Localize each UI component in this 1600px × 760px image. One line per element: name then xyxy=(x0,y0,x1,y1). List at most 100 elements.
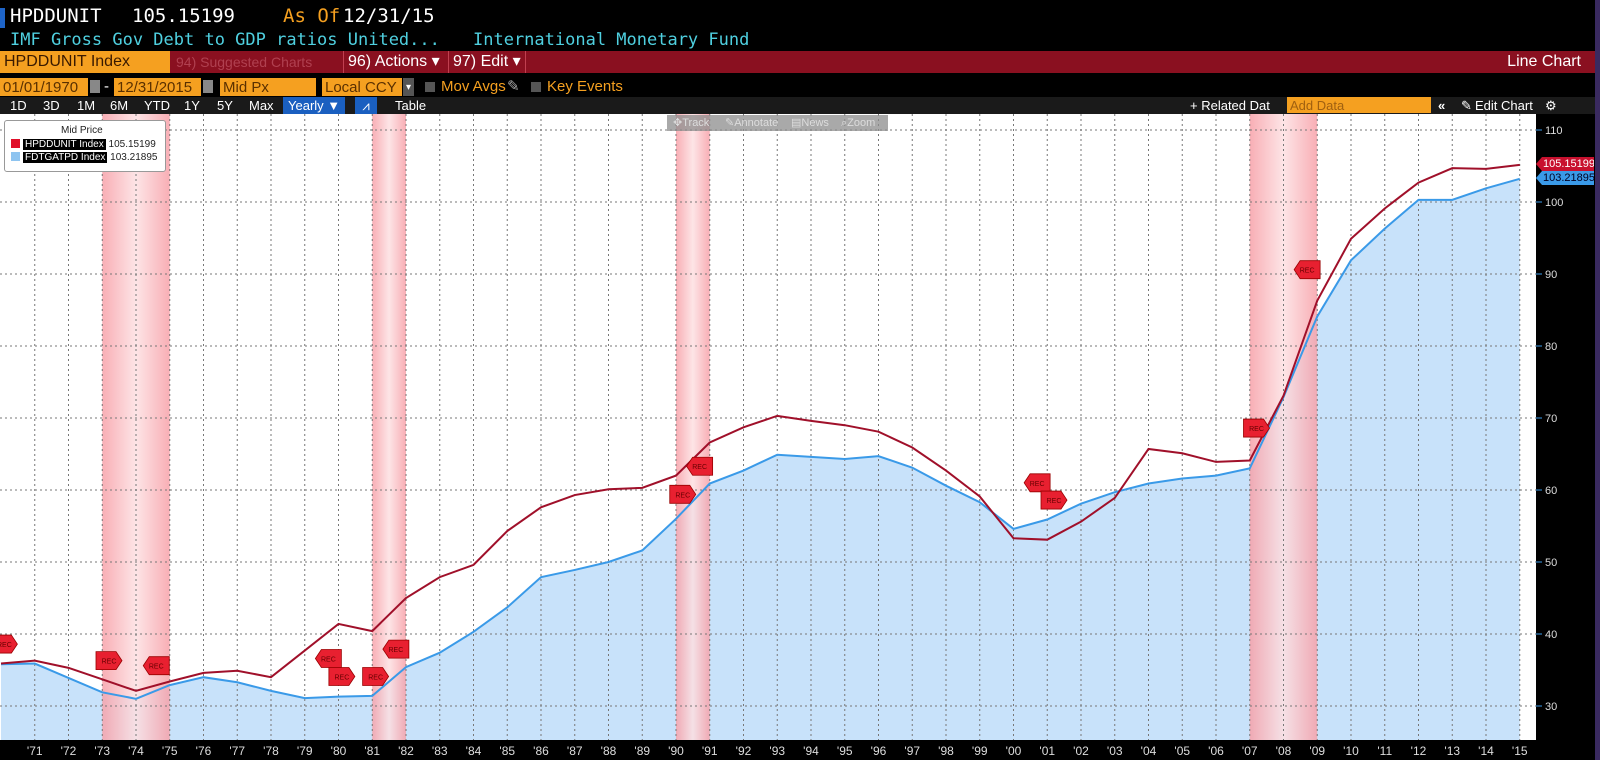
edit-chart-button[interactable]: Edit Chart xyxy=(1475,98,1533,113)
y-tick-label: 110 xyxy=(1545,125,1563,137)
x-tick-label: '06 xyxy=(1208,744,1224,758)
price-field-select[interactable]: Mid Px xyxy=(220,78,316,96)
legend-item[interactable]: HPDDUNIT Index 105.15199 xyxy=(11,138,156,151)
line-chart[interactable]: 30 40 50 60 70 80 90 100 110 '71 '72 '73 '74 '75 '76 '7… xyxy=(0,114,1595,760)
rec-marker-label: REC xyxy=(388,647,403,654)
y-tick-label: 60 xyxy=(1545,485,1557,497)
menu-bar: HPDDUNIT Index 94) Suggested Charts 96) … xyxy=(0,51,1595,73)
x-tick-label: '02 xyxy=(1073,744,1089,758)
x-tick-label: '75 xyxy=(162,744,178,758)
rec-marker-shape xyxy=(1023,473,1051,493)
x-tick-label: '77 xyxy=(229,744,245,758)
annotate-button[interactable]: ✎ Annotate xyxy=(725,117,779,129)
rec-event-marker[interactable]: REC xyxy=(1023,473,1051,493)
period-1y[interactable]: 1Y xyxy=(184,98,200,113)
x-tick-label: '08 xyxy=(1276,744,1292,758)
x-tick-label: '92 xyxy=(736,744,752,758)
currency-select[interactable]: Local CCY xyxy=(322,78,402,96)
x-tick-label: '99 xyxy=(972,744,988,758)
rec-marker-label: REC xyxy=(368,674,383,681)
x-tick-label: '74 xyxy=(128,744,144,758)
description: IMF Gross Gov Debt to GDP ratios United.… xyxy=(10,30,440,50)
legend-title: Mid Price xyxy=(61,125,103,136)
x-tick-label: '11 xyxy=(1377,744,1392,758)
related-data-button[interactable]: + Related Dat xyxy=(1190,98,1270,113)
rec-marker-shape xyxy=(1293,260,1321,280)
chevron-down-icon[interactable]: ▾ xyxy=(403,78,414,96)
window-border xyxy=(1595,0,1600,760)
rec-event-marker[interactable]: REC xyxy=(382,639,410,659)
rec-event-marker[interactable]: REC xyxy=(669,484,697,504)
x-tick-label: '79 xyxy=(297,744,313,758)
rec-event-marker[interactable]: REC xyxy=(328,667,356,686)
frequency-select[interactable]: Yearly ▼ xyxy=(283,97,346,114)
period-1m[interactable]: 1M xyxy=(77,98,96,113)
key-events-label[interactable]: Key Events xyxy=(547,78,623,95)
zoom-button[interactable]: ⌕ Zoom xyxy=(841,117,876,129)
calendar-icon[interactable] xyxy=(90,80,100,93)
rec-event-marker[interactable]: REC xyxy=(686,456,714,476)
rec-event-marker[interactable]: REC xyxy=(1293,260,1321,280)
period-3d[interactable]: 3D xyxy=(43,98,60,113)
mov-avgs-label[interactable]: Mov Avgs xyxy=(441,78,506,95)
actions-menu[interactable]: 96) Actions ▾ xyxy=(343,51,444,73)
rec-event-marker[interactable]: REC xyxy=(0,634,18,654)
x-tick-label: '98 xyxy=(938,744,954,758)
rec-event-marker[interactable]: REC xyxy=(95,651,123,671)
calendar-icon[interactable] xyxy=(203,80,213,93)
y-tick-label: 30 xyxy=(1545,701,1557,713)
add-data-input[interactable]: Add Data xyxy=(1287,97,1431,113)
chart-type-label: Line Chart xyxy=(1507,53,1581,70)
legend-item[interactable]: FDTGATPD Index 103.21895 xyxy=(11,151,157,164)
x-tick-label: '97 xyxy=(904,744,920,758)
rec-marker-shape xyxy=(686,456,714,476)
x-tick-label: '12 xyxy=(1411,744,1427,758)
x-tick-label: '80 xyxy=(331,744,347,758)
rec-marker-shape xyxy=(362,667,390,686)
rec-event-marker[interactable]: REC xyxy=(1040,490,1068,510)
x-tick-label: '10 xyxy=(1343,744,1359,758)
start-date-input[interactable]: 01/01/1970 xyxy=(0,78,88,96)
focus-indicator xyxy=(0,8,5,28)
end-date-input[interactable]: 12/31/2015 xyxy=(114,78,201,96)
x-tick-label: '71 xyxy=(27,744,43,758)
rec-marker-label: REC xyxy=(1030,481,1045,488)
rec-event-marker[interactable]: REC xyxy=(1243,418,1270,438)
rec-marker-label: REC xyxy=(321,656,336,663)
suggested-charts-button[interactable]: 94) Suggested Charts xyxy=(176,54,313,70)
edit-menu[interactable]: 97) Edit ▾ xyxy=(448,51,526,73)
period-5y[interactable]: 5Y xyxy=(217,98,233,113)
pencil-icon[interactable]: ✎ xyxy=(507,78,520,95)
period-6m[interactable]: 6M xyxy=(110,98,129,113)
x-tick-label: '81 xyxy=(364,744,380,758)
news-button[interactable]: ▤ News xyxy=(791,117,829,129)
table-button[interactable]: Table xyxy=(395,98,427,113)
rec-marker-shape xyxy=(0,634,18,654)
chart-legend[interactable]: Mid Price HPDDUNIT Index 105.15199 FDTGA… xyxy=(4,120,166,172)
line-chart-icon[interactable]: ⩘ xyxy=(355,97,377,114)
track-button[interactable]: ✥ Track xyxy=(673,117,710,129)
security-field[interactable]: HPDDUNIT Index xyxy=(0,51,170,73)
recession-band xyxy=(676,114,710,740)
rec-event-marker[interactable]: REC xyxy=(314,649,342,668)
collapse-icon[interactable]: « xyxy=(1438,98,1446,113)
gear-icon[interactable]: ⚙ xyxy=(1545,98,1557,113)
period-ytd[interactable]: YTD xyxy=(144,98,170,113)
legend-name: FDTGATPD Index xyxy=(23,152,108,163)
ticker: HPDDUNIT xyxy=(10,5,102,27)
period-bar: 1D 3D 1M 6M YTD 1Y 5Y Max Yearly ▼ ⩘ Tab… xyxy=(0,97,1595,114)
title-bar: HPDDUNIT 105.15199 As Of 12/31/15 xyxy=(0,0,1595,30)
x-tick-label: '86 xyxy=(533,744,549,758)
rec-event-marker[interactable]: REC xyxy=(142,656,170,676)
rec-marker-label: REC xyxy=(149,664,164,671)
mov-avgs-checkbox[interactable] xyxy=(425,82,435,92)
rec-marker-shape xyxy=(328,667,356,686)
key-events-checkbox[interactable] xyxy=(531,82,541,92)
rec-event-marker[interactable]: REC xyxy=(362,667,390,686)
x-tick-label: '03 xyxy=(1107,744,1123,758)
period-max[interactable]: Max xyxy=(249,98,274,113)
x-tick-label: '04 xyxy=(1141,744,1157,758)
period-1d[interactable]: 1D xyxy=(10,98,27,113)
date-separator: - xyxy=(104,78,109,95)
x-tick-label: '82 xyxy=(398,744,414,758)
